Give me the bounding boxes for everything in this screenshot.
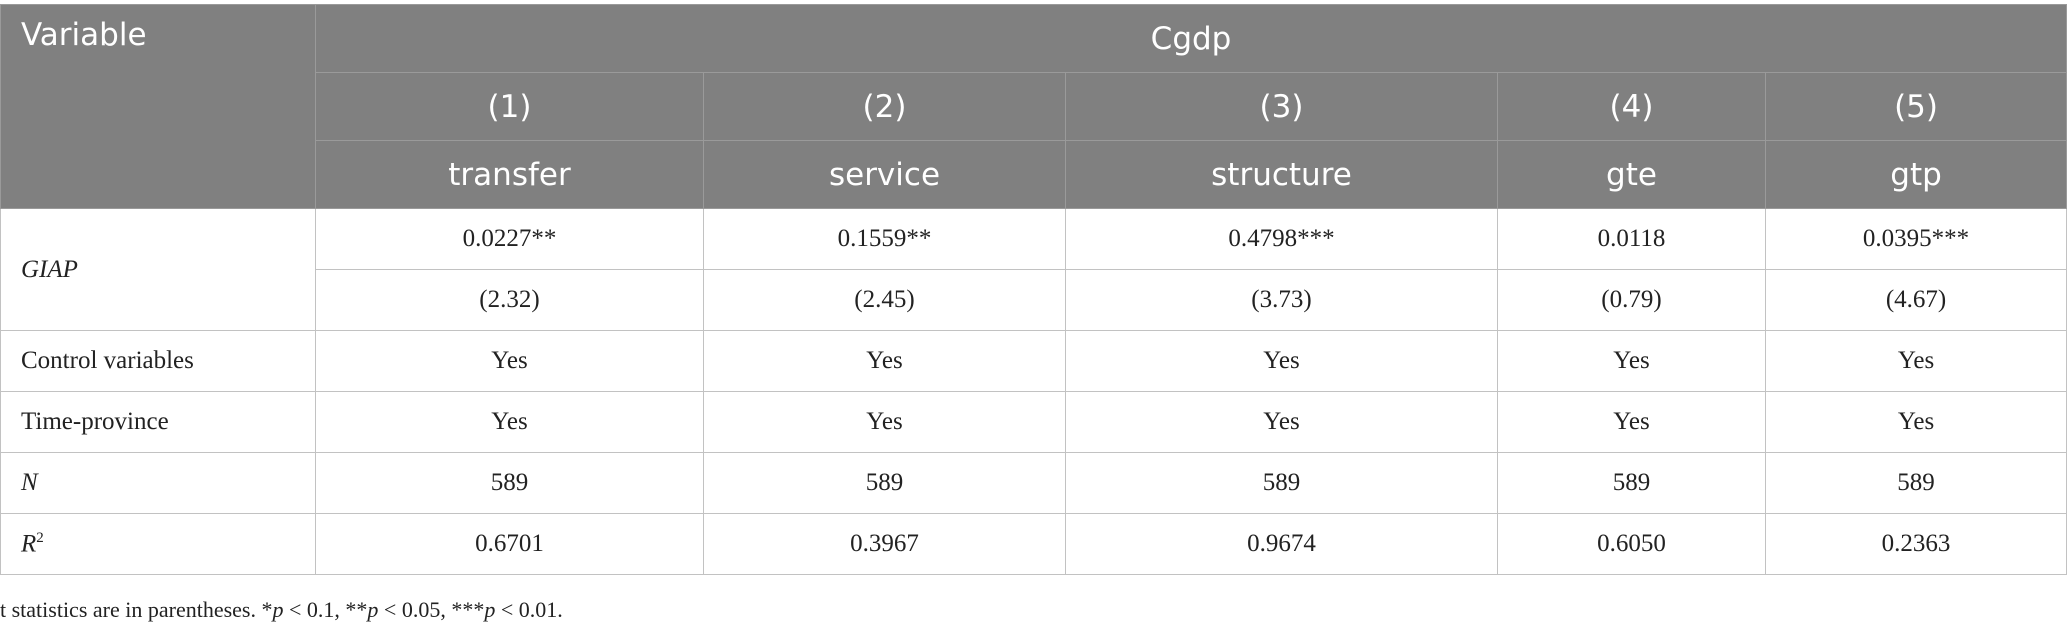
- column-number-2: (2): [703, 72, 1066, 141]
- r-squared-superscript: 2: [36, 529, 44, 546]
- footnote-p-symbol: p: [484, 597, 496, 622]
- value-cell: Yes: [703, 391, 1066, 453]
- footnote-p-symbol: p: [272, 597, 284, 622]
- value-cell: Yes: [1065, 330, 1498, 392]
- footnote-p-symbol: p: [367, 597, 379, 622]
- value-cell: Yes: [315, 330, 704, 392]
- value-cell: 589: [315, 452, 704, 514]
- row-label-n: N: [0, 452, 316, 514]
- coef-cell: 0.1559**: [703, 208, 1066, 270]
- value-cell: 0.6050: [1497, 513, 1766, 575]
- tstat-cell: (2.32): [315, 269, 704, 331]
- value-cell: 0.6701: [315, 513, 704, 575]
- table-row: Time-province Yes Yes Yes Yes Yes: [0, 391, 2067, 453]
- footnote-threshold: < 0.05, ***: [378, 597, 485, 622]
- value-cell: 0.3967: [703, 513, 1066, 575]
- column-number-5: (5): [1764, 72, 2067, 141]
- column-name-service: service: [703, 140, 1066, 209]
- table-row: Control variables Yes Yes Yes Yes Yes: [0, 330, 2067, 392]
- value-cell: 0.2363: [1764, 513, 2067, 575]
- coef-cell: 0.0227**: [315, 208, 704, 270]
- column-name-structure: structure: [1065, 140, 1498, 209]
- footnote-threshold: < 0.1, **: [283, 597, 368, 622]
- value-cell: Yes: [1497, 391, 1766, 453]
- coef-cell: 0.0118: [1497, 208, 1766, 270]
- column-name-transfer: transfer: [315, 140, 704, 209]
- value-cell: Yes: [315, 391, 704, 453]
- column-number-1: (1): [315, 72, 704, 141]
- value-cell: Yes: [1764, 391, 2067, 453]
- row-label-time-province: Time-province: [0, 391, 316, 453]
- tstat-cell: (4.67): [1764, 269, 2067, 331]
- value-cell: 589: [1065, 452, 1498, 514]
- regression-table-container: Variable Cgdp (1) (2) (3) (4) (5) transf…: [0, 4, 2067, 575]
- value-cell: 0.9674: [1065, 513, 1498, 575]
- value-cell: 589: [703, 452, 1066, 514]
- table-row: R2 0.6701 0.3967 0.9674 0.6050 0.2363: [0, 513, 2067, 575]
- value-cell: 589: [1497, 452, 1766, 514]
- row-label-control-variables: Control variables: [0, 330, 316, 392]
- column-name-gte: gte: [1497, 140, 1766, 209]
- table-row: N 589 589 589 589 589: [0, 452, 2067, 514]
- footnote-prefix: t statistics are in parentheses. *: [0, 597, 273, 622]
- value-cell: 589: [1764, 452, 2067, 514]
- coef-cell: 0.0395***: [1764, 208, 2067, 270]
- value-cell: Yes: [1065, 391, 1498, 453]
- group-header-cgdp: Cgdp: [314, 4, 2067, 73]
- coef-cell: 0.4798***: [1065, 208, 1498, 270]
- row-label-r-squared: R2: [0, 513, 316, 575]
- regression-table: Variable Cgdp (1) (2) (3) (4) (5) transf…: [0, 4, 2067, 575]
- column-number-4: (4): [1497, 72, 1766, 141]
- table-footnote: t statistics are in parentheses. *p < 0.…: [0, 597, 563, 623]
- column-name-gtp: gtp: [1764, 140, 2067, 209]
- row-label-giap: GIAP: [0, 208, 316, 331]
- value-cell: Yes: [1497, 330, 1766, 392]
- value-cell: Yes: [703, 330, 1066, 392]
- column-number-3: (3): [1065, 72, 1498, 141]
- variable-header: Variable: [0, 4, 316, 209]
- table-body: GIAP 0.0227** 0.1559** 0.4798*** 0.0118 …: [0, 208, 2067, 575]
- table-row: GIAP 0.0227** 0.1559** 0.4798*** 0.0118 …: [0, 208, 2067, 331]
- tstat-cell: (2.45): [703, 269, 1066, 331]
- tstat-cell: (0.79): [1497, 269, 1766, 331]
- footnote-suffix: < 0.01.: [495, 597, 563, 622]
- value-cell: Yes: [1764, 330, 2067, 392]
- tstat-cell: (3.73): [1065, 269, 1498, 331]
- table-header: Variable Cgdp (1) (2) (3) (4) (5) transf…: [0, 4, 2067, 209]
- r-squared-symbol: R: [21, 530, 37, 558]
